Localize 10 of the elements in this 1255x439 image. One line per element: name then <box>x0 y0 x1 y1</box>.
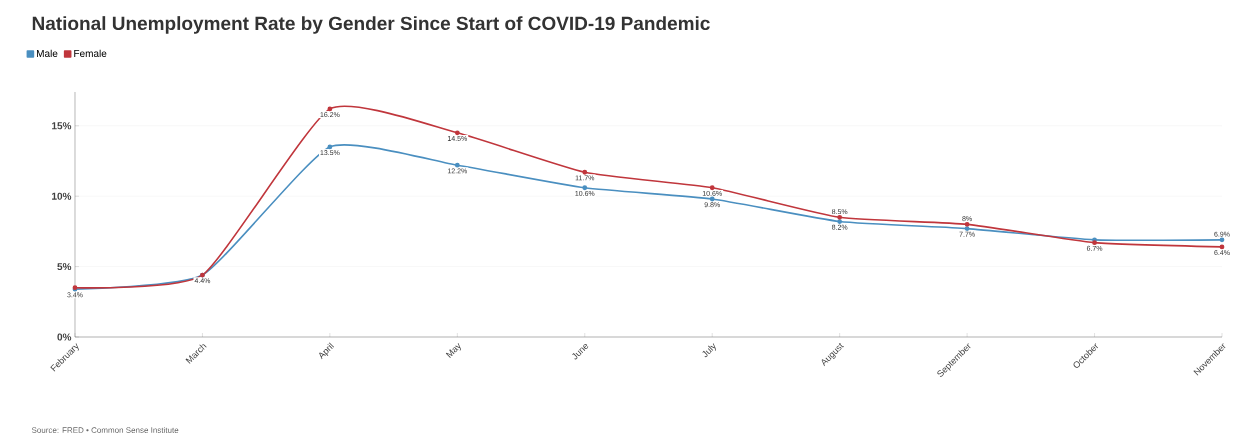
legend-label: Male <box>37 49 58 57</box>
x-tick-label: July <box>702 343 716 358</box>
source-note: Source: FRED • Common Sense Institute <box>31 427 179 433</box>
y-tick-label: 10% <box>52 192 72 200</box>
y-tick-label: 15% <box>52 122 72 130</box>
chart-title: National Unemployment Rate by Gender Since Start of COVID-19 Pandemic <box>32 16 710 34</box>
legend-label: Female <box>74 49 107 57</box>
y-tick-label: 5% <box>57 263 72 271</box>
y-tick-label: 0% <box>57 333 72 341</box>
x-tick-label: May <box>445 343 461 358</box>
